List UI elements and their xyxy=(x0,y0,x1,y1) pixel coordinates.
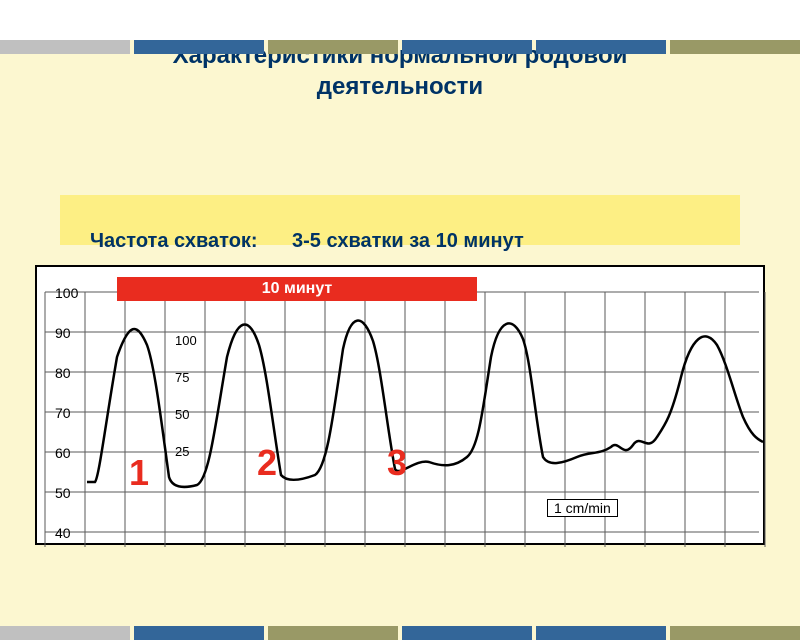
inner-tick-label: 75 xyxy=(175,370,189,385)
contraction-number: 2 xyxy=(257,442,277,484)
subtitle-value: 3-5 схватки за 10 минут xyxy=(292,230,524,253)
title-line2: деятельности xyxy=(317,73,483,100)
inner-tick-label: 50 xyxy=(175,407,189,422)
decor-bar xyxy=(536,40,666,54)
inner-tick-label: 100 xyxy=(175,333,197,348)
contraction-number: 3 xyxy=(387,442,407,484)
decor-bar xyxy=(402,626,532,640)
top-bars xyxy=(0,40,800,54)
chart-svg: 100 90 80 70 60 50 40 100 75 50 25 xyxy=(37,267,767,547)
y-tick-label: 60 xyxy=(55,445,71,461)
subtitle-label: Частота схваток: xyxy=(90,230,258,253)
y-tick-label: 80 xyxy=(55,365,71,381)
ten-min-label: 10 минут xyxy=(117,277,477,301)
cm-min-label: 1 cm/min xyxy=(547,499,618,517)
slide: Характеристики нормальной родовой деятел… xyxy=(0,40,800,640)
decor-bar xyxy=(0,40,130,54)
inner-tick-label: 25 xyxy=(175,444,189,459)
y-tick-label: 100 xyxy=(55,285,79,301)
decor-bar xyxy=(134,626,264,640)
decor-bar xyxy=(670,626,800,640)
y-tick-label: 40 xyxy=(55,525,71,541)
decor-bar xyxy=(402,40,532,54)
chart-box: 10 минут 100 90 80 70 60 50 40 100 75 50 25 1 2 3 1… xyxy=(35,265,765,545)
decor-bar xyxy=(0,626,130,640)
decor-bar xyxy=(268,626,398,640)
decor-bar xyxy=(134,40,264,54)
decor-bar xyxy=(268,40,398,54)
y-tick-label: 90 xyxy=(55,325,71,341)
y-tick-label: 50 xyxy=(55,485,71,501)
decor-bar xyxy=(536,626,666,640)
decor-bar xyxy=(670,40,800,54)
bottom-bars xyxy=(0,626,800,640)
contraction-number: 1 xyxy=(129,452,149,494)
y-tick-label: 70 xyxy=(55,405,71,421)
